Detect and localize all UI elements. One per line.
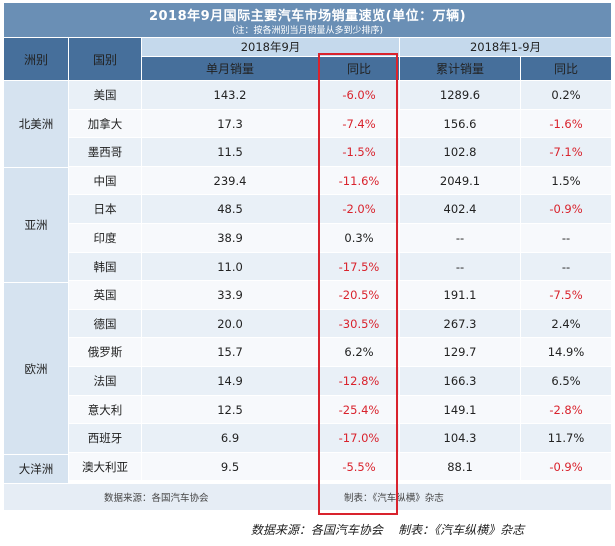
table-subtitle: (注：按各洲别当月销量从多到少排序) xyxy=(231,26,384,36)
monthly-yoy-cell: -12.8% xyxy=(319,367,399,395)
cumulative-sales-cell: 191.1 xyxy=(400,281,520,309)
table-footer: 数据来源：各国汽车协会 制表：《汽车纵横》杂志 xyxy=(4,484,611,510)
monthly-sales-cell: 9.5 xyxy=(142,453,318,480)
ytd-yoy-cell: 11.7% xyxy=(521,424,611,452)
ytd-yoy-cell: -2.8% xyxy=(521,396,611,423)
table-title: 2018年9月国际主要汽车市场销量速览(单位：万辆) xyxy=(148,9,467,24)
header-country: 国别 xyxy=(69,38,141,80)
monthly-sales-cell: 14.9 xyxy=(142,367,318,395)
monthly-yoy-cell: -7.4% xyxy=(319,110,399,137)
monthly-sales-cell: 48.5 xyxy=(142,195,318,223)
ytd-yoy-cell: -0.9% xyxy=(521,453,611,480)
monthly-sales-cell: 33.9 xyxy=(142,281,318,309)
monthly-sales-cell: 15.7 xyxy=(142,338,318,366)
monthly-sales-cell: 17.3 xyxy=(142,110,318,137)
monthly-sales-cell: 38.9 xyxy=(142,224,318,252)
monthly-yoy-cell: 6.2% xyxy=(319,338,399,366)
ytd-yoy-cell: -7.1% xyxy=(521,138,611,166)
cumulative-sales-cell: 102.8 xyxy=(400,138,520,166)
monthly-yoy-cell: 0.3% xyxy=(319,224,399,252)
monthly-yoy-cell: -11.6% xyxy=(319,167,399,194)
header-cumulative-sales: 累计销量 xyxy=(400,57,520,80)
ytd-yoy-cell: -- xyxy=(521,253,611,280)
ytd-yoy-cell: 6.5% xyxy=(521,367,611,395)
cumulative-sales-cell: -- xyxy=(400,253,520,280)
ytd-yoy-cell: -0.9% xyxy=(521,195,611,223)
header-monthly-sales: 单月销量 xyxy=(142,57,318,80)
country-cell: 加拿大 xyxy=(69,110,141,137)
country-cell: 德国 xyxy=(69,310,141,337)
country-cell: 俄罗斯 xyxy=(69,338,141,366)
country-cell: 西班牙 xyxy=(69,424,141,452)
country-cell: 意大利 xyxy=(69,396,141,423)
continent-cell: 欧洲 xyxy=(4,283,68,454)
highlight-box xyxy=(318,53,398,515)
monthly-sales-cell: 6.9 xyxy=(142,424,318,452)
country-cell: 墨西哥 xyxy=(69,138,141,166)
monthly-yoy-cell: -20.5% xyxy=(319,281,399,309)
header-period-ytd: 2018年1-9月 xyxy=(400,38,611,56)
monthly-sales-cell: 239.4 xyxy=(142,167,318,194)
ytd-yoy-cell: 1.5% xyxy=(521,167,611,194)
country-cell: 法国 xyxy=(69,367,141,395)
cumulative-sales-cell: 166.3 xyxy=(400,367,520,395)
cumulative-sales-cell: 156.6 xyxy=(400,110,520,137)
title-band: 2018年9月国际主要汽车市场销量速览(单位：万辆) (注：按各洲别当月销量从多… xyxy=(4,3,611,37)
cumulative-sales-cell: 402.4 xyxy=(400,195,520,223)
country-cell: 中国 xyxy=(69,167,141,194)
monthly-yoy-cell: -5.5% xyxy=(319,453,399,480)
bottom-caption: 数据来源：各国汽车协会 制表：《汽车纵横》杂志 xyxy=(0,521,615,538)
ytd-yoy-cell: 2.4% xyxy=(521,310,611,337)
cumulative-sales-cell: 1289.6 xyxy=(400,81,520,109)
monthly-sales-cell: 12.5 xyxy=(142,396,318,423)
ytd-yoy-cell: 0.2% xyxy=(521,81,611,109)
cumulative-sales-cell: 88.1 xyxy=(400,453,520,480)
monthly-sales-cell: 143.2 xyxy=(142,81,318,109)
country-cell: 印度 xyxy=(69,224,141,252)
country-cell: 韩国 xyxy=(69,253,141,280)
monthly-sales-cell: 11.0 xyxy=(142,253,318,280)
ytd-yoy-cell: 14.9% xyxy=(521,338,611,366)
ytd-yoy-cell: -- xyxy=(521,224,611,252)
ytd-yoy-cell: -7.5% xyxy=(521,281,611,309)
header-period-month: 2018年9月 xyxy=(142,38,399,56)
cumulative-sales-cell: 104.3 xyxy=(400,424,520,452)
country-cell: 日本 xyxy=(69,195,141,223)
monthly-sales-cell: 11.5 xyxy=(142,138,318,166)
caption-text: 数据来源：各国汽车协会 制表：《汽车纵横》杂志 xyxy=(250,523,525,537)
monthly-yoy-cell: -30.5% xyxy=(319,310,399,337)
monthly-sales-cell: 20.0 xyxy=(142,310,318,337)
cumulative-sales-cell: 129.7 xyxy=(400,338,520,366)
header-monthly-yoy: 同比 xyxy=(319,57,399,80)
continent-cell: 大洋洲 xyxy=(4,455,68,483)
monthly-yoy-cell: -6.0% xyxy=(319,81,399,109)
footer-made-by: 制表：《汽车纵横》杂志 xyxy=(344,493,444,504)
continent-cell: 北美洲 xyxy=(4,81,68,167)
country-cell: 英国 xyxy=(69,281,141,309)
monthly-yoy-cell: -2.0% xyxy=(319,195,399,223)
monthly-yoy-cell: -17.5% xyxy=(319,253,399,280)
monthly-yoy-cell: -17.0% xyxy=(319,424,399,452)
footer-source: 数据来源：各国汽车协会 xyxy=(104,493,209,504)
cumulative-sales-cell: 2049.1 xyxy=(400,167,520,194)
country-cell: 澳大利亚 xyxy=(69,453,141,480)
monthly-yoy-cell: -25.4% xyxy=(319,396,399,423)
ytd-yoy-cell: -1.6% xyxy=(521,110,611,137)
country-cell: 美国 xyxy=(69,81,141,109)
cumulative-sales-cell: 267.3 xyxy=(400,310,520,337)
cumulative-sales-cell: 149.1 xyxy=(400,396,520,423)
cumulative-sales-cell: -- xyxy=(400,224,520,252)
header-continent: 洲别 xyxy=(4,38,68,80)
header-ytd-yoy: 同比 xyxy=(521,57,611,80)
monthly-yoy-cell: -1.5% xyxy=(319,138,399,166)
continent-cell: 亚洲 xyxy=(4,168,68,282)
